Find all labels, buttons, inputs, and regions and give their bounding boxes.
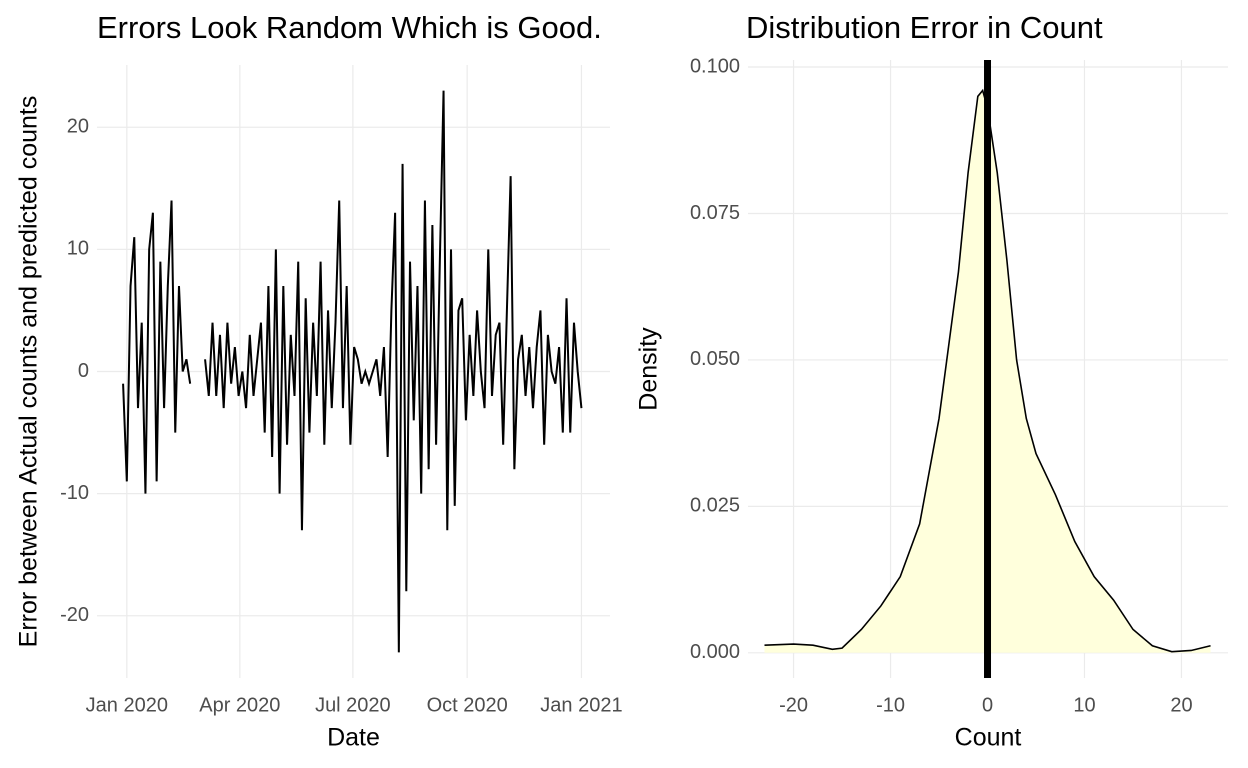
x-axis-label: Count — [955, 724, 1022, 752]
x-axis-label: Date — [327, 724, 380, 752]
x-tick-label: Jul 2020 — [315, 694, 391, 716]
y-tick-label: -20 — [60, 604, 89, 626]
data-line — [122, 200, 192, 494]
x-tick-label: 10 — [1073, 694, 1095, 716]
y-tick-label: -10 — [60, 482, 89, 504]
y-tick-label: 0.100 — [690, 55, 740, 77]
x-tick-label: 20 — [1170, 694, 1192, 716]
x-tick-label: Apr 2020 — [199, 694, 280, 716]
x-tick-label: -10 — [876, 694, 905, 716]
chart-title: Errors Look Random Which is Good. — [97, 10, 602, 45]
x-tick-label: Jan 2021 — [540, 694, 622, 716]
x-tick-label: 0 — [982, 694, 993, 716]
y-tick-label: 20 — [67, 116, 89, 138]
y-axis-label: Error between Actual counts and predicte… — [15, 96, 43, 648]
y-tick-label: 0.025 — [690, 495, 740, 517]
y-tick-label: 0.075 — [690, 202, 740, 224]
x-tick-label: Jan 2020 — [86, 694, 168, 716]
y-tick-label: 0 — [78, 360, 89, 382]
y-tick-label: 10 — [67, 238, 89, 260]
y-axis-label: Density — [635, 327, 663, 411]
chart-title: Distribution Error in Count — [746, 10, 1103, 45]
x-tick-label: -20 — [779, 694, 808, 716]
x-tick-label: Oct 2020 — [427, 694, 508, 716]
data-line — [204, 90, 583, 653]
y-tick-label: 0.000 — [690, 641, 740, 663]
y-tick-label: 0.050 — [690, 348, 740, 370]
